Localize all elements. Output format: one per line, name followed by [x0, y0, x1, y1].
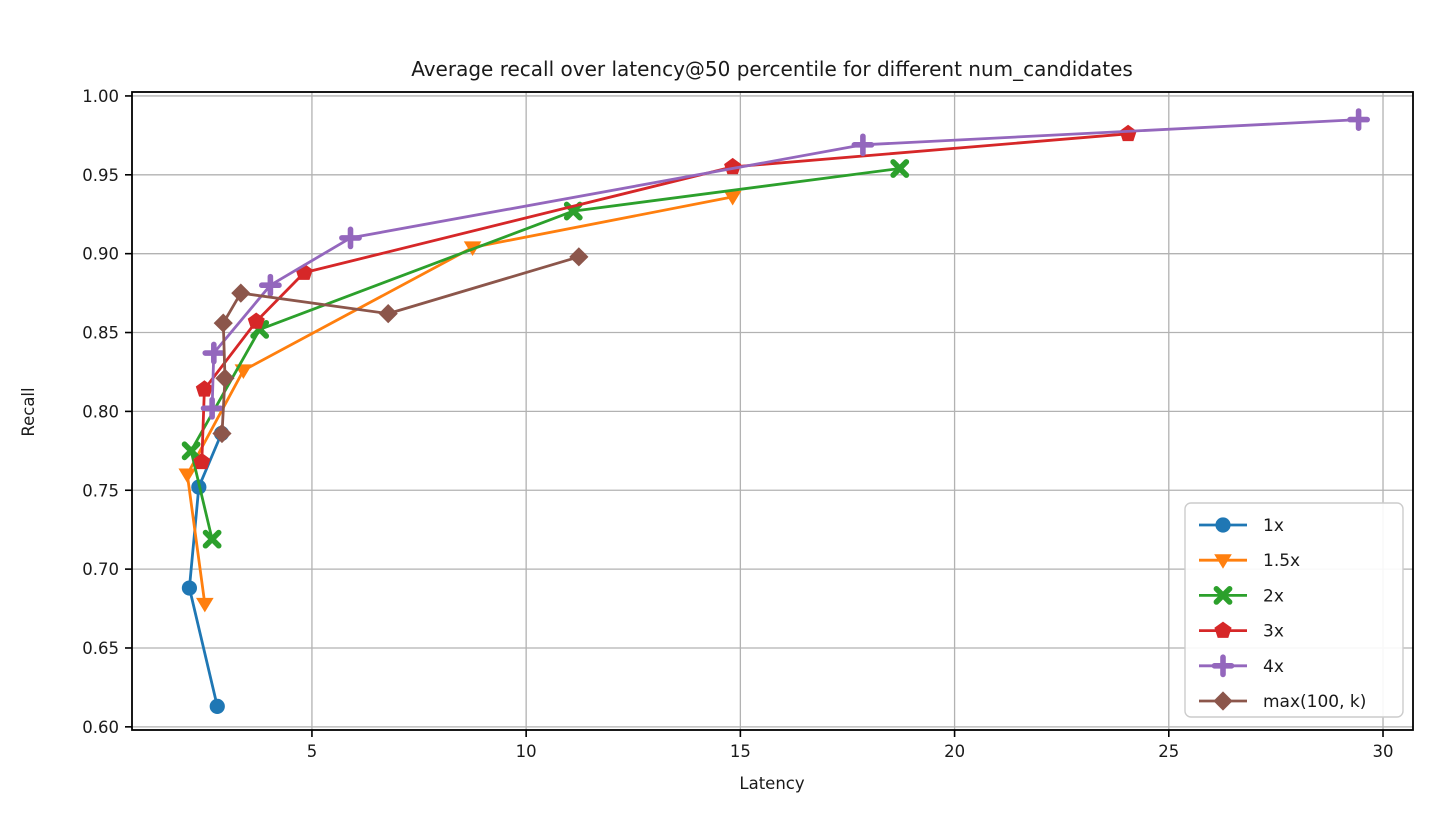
legend-label: 2x — [1263, 586, 1284, 606]
legend-item-1x: 1x — [1199, 516, 1284, 536]
triangle-down-marker-icon — [723, 190, 742, 206]
legend-item-2x: 2x — [1199, 586, 1284, 606]
legend-item-1-5x: 1.5x — [1199, 551, 1300, 571]
diamond-marker-icon — [378, 304, 398, 324]
series-line — [200, 132, 1129, 462]
plus-marker-icon — [1347, 108, 1370, 132]
diamond-marker-icon — [1213, 691, 1233, 711]
series-line — [220, 255, 580, 434]
y-tick-label: 0.80 — [82, 402, 119, 421]
pentagon-marker-icon — [195, 380, 213, 397]
x-tick-label: 10 — [516, 742, 537, 761]
x-axis-label: Latency — [739, 774, 804, 793]
plus-marker-icon — [339, 226, 362, 250]
legend-label: 4x — [1263, 657, 1284, 677]
x-marker-icon — [1213, 586, 1233, 605]
y-tick-label: 0.95 — [82, 166, 119, 185]
y-tick-label: 0.65 — [82, 639, 119, 658]
triangle-down-marker-icon — [1214, 554, 1232, 569]
pentagon-marker-icon — [247, 312, 265, 329]
plus-marker-icon — [851, 133, 875, 157]
y-tick-label: 0.60 — [82, 718, 119, 737]
series-line — [185, 195, 733, 604]
circle-marker-icon — [209, 698, 225, 714]
x-tick-label: 30 — [1373, 742, 1394, 761]
series-4x — [200, 108, 1370, 420]
legend-item-max-100-k-: max(100, k) — [1199, 691, 1366, 712]
legend-item-3x: 3x — [1199, 621, 1284, 642]
pentagon-marker-icon — [1119, 124, 1137, 142]
plus-marker-icon — [258, 273, 282, 297]
series-line — [188, 432, 223, 707]
series-3x — [193, 124, 1137, 470]
legend-label: 1.5x — [1263, 551, 1300, 571]
chart-title: Average recall over latency@50 percentil… — [411, 57, 1133, 81]
series-max-100-k- — [212, 247, 589, 444]
y-tick-label: 0.90 — [82, 245, 119, 264]
legend-label: max(100, k) — [1263, 692, 1366, 712]
x-marker-icon — [890, 159, 910, 178]
plus-marker-icon — [200, 396, 224, 420]
series-line — [189, 167, 900, 540]
x-tick-label: 25 — [1158, 742, 1179, 761]
diamond-marker-icon — [212, 423, 232, 444]
y-tick-label: 0.75 — [82, 481, 119, 500]
axis-ticks: 5 10 15 20 25 30 0.60 0.65 0.70 0.75 0.80 0.85 0.90 0… — [82, 87, 1393, 761]
diamond-marker-icon — [213, 313, 233, 333]
series-layer — [178, 108, 1370, 714]
x-tick-label: 20 — [944, 742, 965, 761]
y-tick-label: 0.85 — [82, 324, 119, 343]
x-tick-label: 15 — [730, 742, 751, 761]
diamond-marker-icon — [231, 283, 251, 303]
series-2x — [181, 159, 910, 549]
legend-item-4x: 4x — [1199, 654, 1284, 678]
circle-marker-icon — [181, 580, 198, 596]
pentagon-marker-icon — [193, 452, 211, 470]
legend-box — [1184, 502, 1404, 718]
legend-label: 3x — [1263, 622, 1284, 642]
y-tick-label: 1.00 — [82, 87, 119, 106]
x-tick-label: 5 — [307, 742, 318, 761]
y-axis-label: Recall — [19, 387, 38, 436]
x-marker-icon — [181, 441, 201, 461]
pentagon-marker-icon — [1214, 621, 1232, 638]
x-marker-icon — [202, 529, 222, 549]
diamond-marker-icon — [569, 247, 589, 267]
triangle-down-marker-icon — [196, 597, 214, 613]
plus-marker-icon — [1211, 654, 1235, 678]
plus-marker-icon — [202, 341, 226, 365]
legend: 1x 1.5x 2x 3x 4x max(100, k) — [1184, 502, 1404, 718]
diamond-marker-icon — [215, 368, 235, 388]
circle-marker-icon — [1215, 517, 1231, 533]
triangle-down-marker-icon — [178, 468, 197, 484]
legend-label: 1x — [1263, 516, 1284, 536]
grid-lines — [132, 92, 1413, 730]
y-tick-label: 0.70 — [82, 560, 119, 579]
